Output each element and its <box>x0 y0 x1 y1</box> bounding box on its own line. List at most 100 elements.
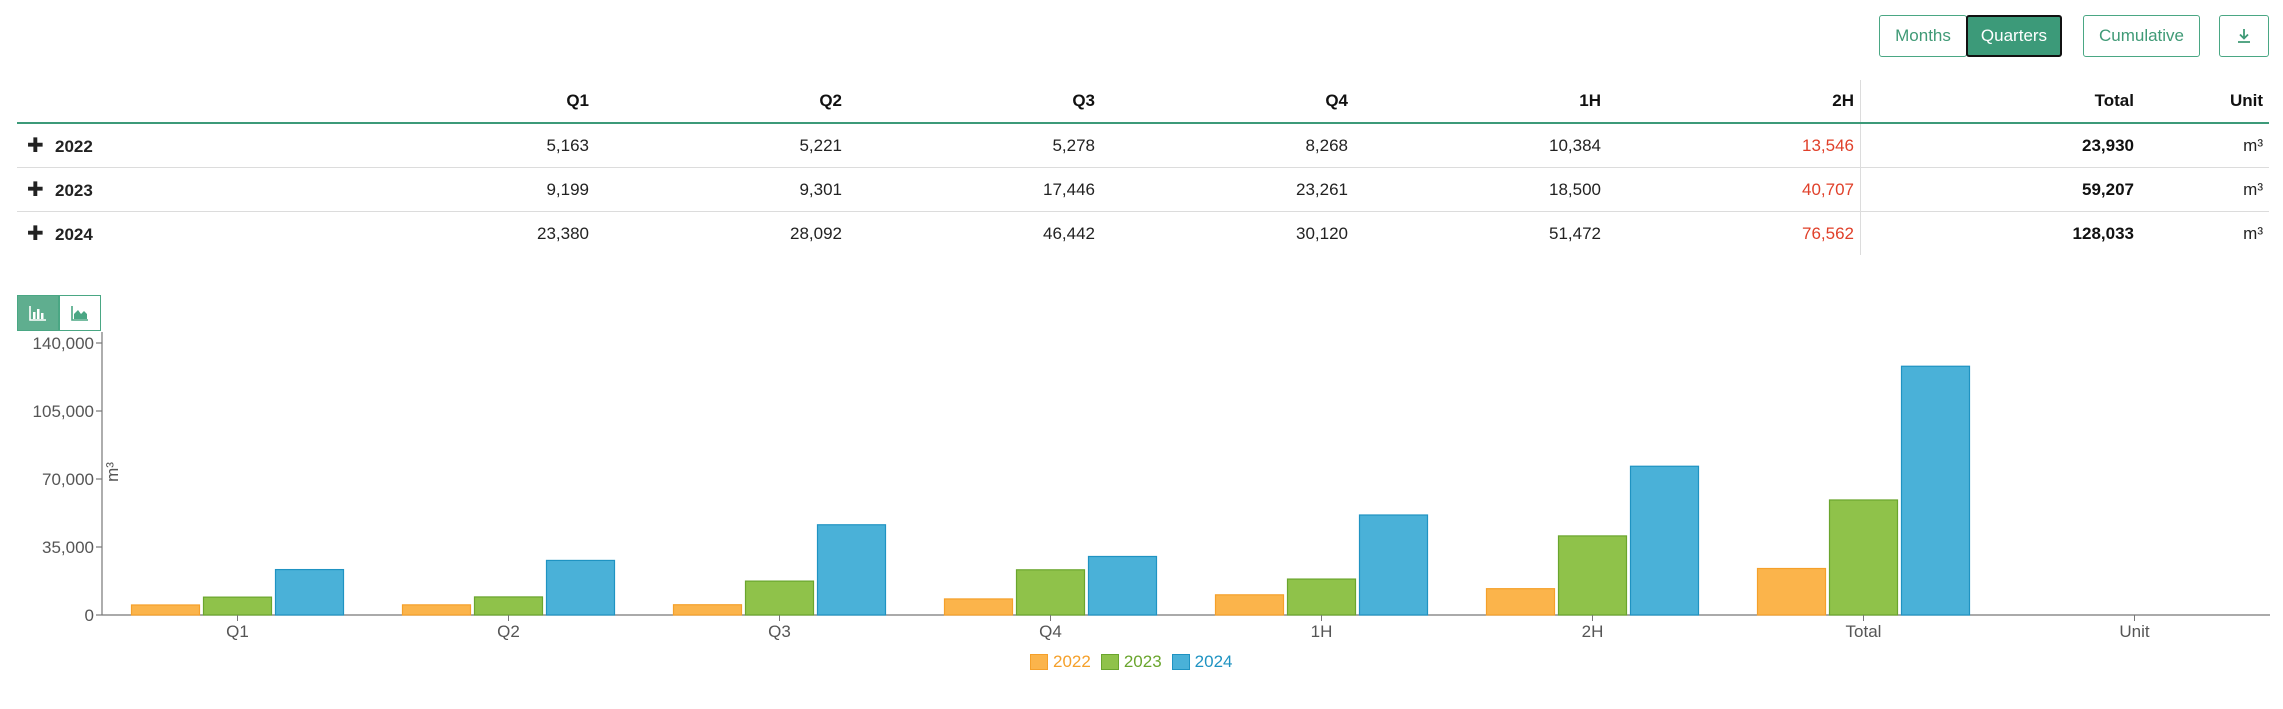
row-year-cell[interactable]: ✚ 2023 <box>17 167 348 212</box>
cumulative-button[interactable]: Cumulative <box>2083 15 2200 57</box>
cell-q4: 23,261 <box>1101 167 1354 212</box>
cell-q2: 28,092 <box>790 223 842 243</box>
cell-1h: 10,384 <box>1354 123 1607 168</box>
x-tick-label: Q4 <box>1039 622 1062 641</box>
bar-2024-1h <box>1358 514 1429 616</box>
cell-2h: 40,707 <box>1607 167 1861 212</box>
quarters-button[interactable]: Quarters <box>1966 15 2062 57</box>
download-button[interactable] <box>2219 15 2269 57</box>
x-tick-label: Total <box>1846 622 1882 641</box>
header-q3: Q3 <box>848 80 1101 124</box>
header-unit: Unit <box>2140 80 2269 124</box>
bar-chart: m³ 0 35,000 70,000 105,000 140,000 Q1 Q2 Q3 Q4 1… <box>33 332 2270 641</box>
y-tick-label: 70,000 <box>42 470 94 489</box>
y-axis-label: m³ <box>103 462 122 482</box>
bar-2024-q2 <box>545 559 616 616</box>
bar-2024-q1 <box>274 568 345 616</box>
cell-q1: 23,380 <box>537 223 589 243</box>
cell-q1: 9,199 <box>348 167 595 212</box>
cell-2h: 76,562 <box>1607 211 1861 255</box>
bar-2022-q4 <box>943 598 1014 616</box>
bar-2023-total <box>1828 499 1899 616</box>
legend-item-2024[interactable]: 2024 <box>1171 652 1233 672</box>
bar-2023-q4 <box>1015 569 1086 616</box>
bar-2023-q1 <box>202 596 273 616</box>
row-year: 2023 <box>55 181 93 200</box>
bars <box>130 365 1971 616</box>
x-tick-label: 1H <box>1311 622 1333 641</box>
bar-2024-total <box>1900 365 1971 616</box>
plus-icon[interactable]: ✚ <box>27 135 44 157</box>
header-q2: Q2 <box>595 80 848 124</box>
x-tick-label: 2H <box>1582 622 1604 641</box>
table-row: ✚ 2023 9,199 9,301 17,446 23,261 18,500 4… <box>17 167 2269 212</box>
cell-total: 128,033 <box>2072 223 2134 243</box>
cell-q4: 8,268 <box>1101 123 1354 168</box>
bar-2022-total <box>1756 567 1827 616</box>
bar-2022-2h <box>1485 588 1556 616</box>
plus-icon[interactable]: ✚ <box>27 223 44 245</box>
cell-1h: 18,500 <box>1354 167 1607 212</box>
bar-2023-q3 <box>744 580 815 616</box>
bar-2023-2h <box>1557 535 1628 616</box>
cell-q4: 30,120 <box>1296 223 1348 243</box>
table-row: ✚ 2024 23,380 28,092 46,442 30,120 51,472… <box>17 211 2269 256</box>
bar-2022-q2 <box>401 604 472 616</box>
cell-unit: m³ <box>2243 223 2263 243</box>
y-ticks: 0 35,000 70,000 105,000 140,000 <box>33 334 102 625</box>
row-year: 2024 <box>55 225 93 244</box>
header-2h: 2H <box>1607 80 1861 124</box>
row-year-cell[interactable]: ✚ 2022 <box>17 123 348 168</box>
cell-2h: 13,546 <box>1607 123 1861 168</box>
header-1h: 1H <box>1354 80 1607 124</box>
cell-q3: 5,278 <box>848 123 1101 168</box>
data-table: Q1 Q2 Q3 Q4 1H 2H Total Unit ✚ 2022 5,163… <box>17 80 2269 255</box>
header-blank <box>17 80 348 124</box>
y-tick-label: 35,000 <box>42 538 94 557</box>
chart-legend: 2022 2023 2024 <box>1030 652 1232 672</box>
bar-chart-icon <box>29 306 46 321</box>
y-tick-label: 140,000 <box>33 334 94 353</box>
header-q1: Q1 <box>348 80 595 124</box>
legend-swatch <box>1171 654 1190 670</box>
header-total: Total <box>1860 80 2140 124</box>
toolbar: Months Quarters Cumulative <box>0 15 2283 59</box>
bar-2022-q1 <box>130 604 201 616</box>
bar-2024-2h <box>1629 465 1700 616</box>
cell-q2: 9,301 <box>595 167 848 212</box>
bar-2023-1h <box>1286 578 1357 616</box>
table-header-row: Q1 Q2 Q3 Q4 1H 2H Total Unit <box>17 80 2269 124</box>
header-q4: Q4 <box>1101 80 1354 124</box>
plus-icon[interactable]: ✚ <box>27 179 44 201</box>
cell-1h: 51,472 <box>1549 223 1601 243</box>
y-tick-label: 0 <box>85 606 94 625</box>
legend-swatch <box>1100 654 1119 670</box>
legend-label: 2024 <box>1194 652 1233 671</box>
x-tick-label: Q3 <box>768 622 791 641</box>
cell-q1: 5,163 <box>348 123 595 168</box>
legend-item-2023[interactable]: 2023 <box>1100 652 1162 672</box>
bar-2023-q2 <box>473 596 544 616</box>
bar-2024-q4 <box>1087 555 1158 616</box>
cell-unit: m³ <box>2140 167 2269 212</box>
bar-chart-toggle[interactable] <box>17 295 59 331</box>
legend-swatch <box>1030 654 1048 670</box>
area-chart-toggle[interactable] <box>59 295 101 331</box>
legend-item-2022[interactable]: 2022 <box>1030 652 1091 672</box>
table-row: ✚ 2022 5,163 5,221 5,278 8,268 10,384 13,… <box>17 123 2269 168</box>
chart-type-toggle <box>17 295 101 331</box>
row-year-cell[interactable]: ✚ 2024 <box>17 212 348 256</box>
cell-total: 23,930 <box>1860 123 2140 168</box>
bar-2022-q3 <box>672 604 743 616</box>
cell-q3: 17,446 <box>848 167 1101 212</box>
months-button[interactable]: Months <box>1879 15 1967 57</box>
legend-label: 2022 <box>1053 652 1091 671</box>
cell-total: 59,207 <box>1860 167 2140 212</box>
cell-q2: 5,221 <box>595 123 848 168</box>
x-ticks: Q1 Q2 Q3 Q4 1H 2H Total Unit <box>226 615 2150 641</box>
cell-q3: 46,442 <box>1043 223 1095 243</box>
bar-2022-1h <box>1214 594 1285 616</box>
x-tick-label: Q1 <box>226 622 249 641</box>
download-icon <box>2238 29 2250 43</box>
cell-unit: m³ <box>2140 123 2269 168</box>
